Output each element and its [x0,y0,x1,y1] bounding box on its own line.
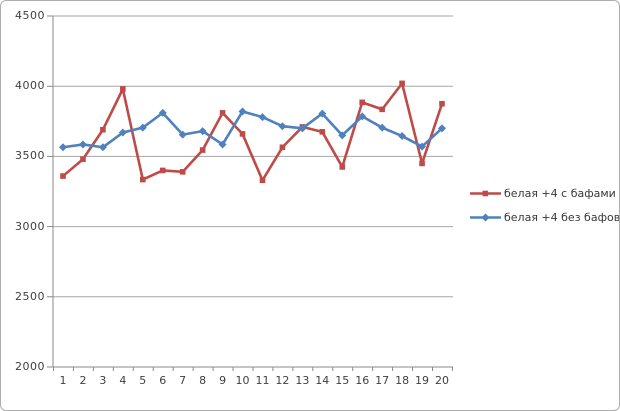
data-point-diamond-marker [78,140,87,149]
legend-entry-s-bafami: белая +4 с бафами [469,186,619,201]
series-line [61,82,444,182]
x-axis-tick-label: 3 [99,374,107,387]
y-axis-tick-label: 2000 [15,360,45,373]
data-point-diamond-marker [258,113,267,122]
x-axis-tick-label: 6 [159,374,167,387]
x-axis-tick-label: 20 [434,374,449,387]
x-axis-tick-label: 17 [375,374,390,387]
data-point-diamond-marker [378,123,387,132]
data-point-square-marker [439,100,445,107]
data-point-square-marker [399,80,405,87]
data-point-diamond-marker [59,143,67,152]
data-point-diamond-marker [418,142,427,151]
x-axis-tick-label: 12 [275,374,290,387]
legend-square-icon [482,190,489,197]
data-point-diamond-marker [198,127,207,136]
data-point-diamond-marker [178,130,187,139]
legend-diamond-icon [481,213,490,222]
legend-label-bez-bafov: белая +4 без бафов [504,211,620,224]
x-axis-tick-label: 11 [255,374,270,387]
x-axis-tick-label: 14 [315,374,330,387]
data-point-diamond-marker [158,108,167,117]
data-point-diamond-marker [358,112,367,121]
data-point-square-marker [319,129,326,135]
legend-diamond-marker-icon [470,213,501,222]
x-axis-tick-label: 7 [179,374,187,387]
y-axis-tick-label: 3000 [15,219,45,233]
x-axis-tick-label: 5 [139,374,147,387]
x-axis-tick-label: 19 [415,374,430,387]
data-point-square-marker [159,167,166,174]
data-point-diamond-marker [338,131,347,140]
x-axis-tick-label: 1 [59,374,67,387]
data-point-square-marker [80,156,86,163]
data-point-diamond-marker [278,122,287,131]
data-point-diamond-marker [298,124,307,133]
y-axis-tick-label: 4000 [15,79,45,93]
x-axis-tick-label: 15 [335,374,350,387]
x-axis-tick-label: 16 [355,374,370,387]
y-axis-tick-label: 2500 [15,289,45,303]
data-point-diamond-marker [238,107,247,116]
data-point-square-marker [120,86,126,92]
data-point-diamond-marker [218,140,227,149]
data-point-diamond-marker [138,123,147,132]
data-point-square-marker [100,126,106,133]
series-line [61,110,444,149]
data-point-square-marker [359,99,366,106]
x-axis-tick-label: 4 [119,374,127,387]
data-point-square-marker [339,164,346,170]
data-point-diamond-marker [98,143,107,152]
x-axis-tick-label: 2 [79,374,87,387]
data-point-square-marker [179,169,186,175]
y-axis-tick-label: 3500 [15,149,45,163]
data-point-square-marker [139,176,146,183]
data-point-square-marker [379,106,385,113]
legend: белая +4 с бафами белая +4 без бафов [469,186,620,234]
data-point-square-marker [219,110,226,116]
data-point-square-marker [239,131,246,137]
y-axis-tick-label: 4500 [15,9,45,22]
data-point-square-marker [419,160,425,167]
legend-square-marker-icon [470,190,501,197]
data-point-diamond-marker [437,124,446,133]
x-axis-tick-label: 18 [395,374,410,387]
x-axis-tick-label: 8 [199,374,207,387]
data-point-diamond-marker [398,132,407,141]
x-axis-tick-label: 9 [219,374,227,387]
data-point-square-marker [279,144,286,151]
x-axis-tick-label: 13 [295,374,310,387]
x-axis-tick-label: 10 [235,374,250,387]
data-point-diamond-marker [318,109,327,118]
data-point-square-marker [259,177,266,184]
legend-entry-bez-bafov: белая +4 без бафов [469,210,620,225]
data-point-square-marker [60,173,66,179]
legend-label-s-bafami: белая +4 с бафами [504,187,616,200]
data-point-diamond-marker [118,128,127,137]
data-point-square-marker [199,147,206,153]
